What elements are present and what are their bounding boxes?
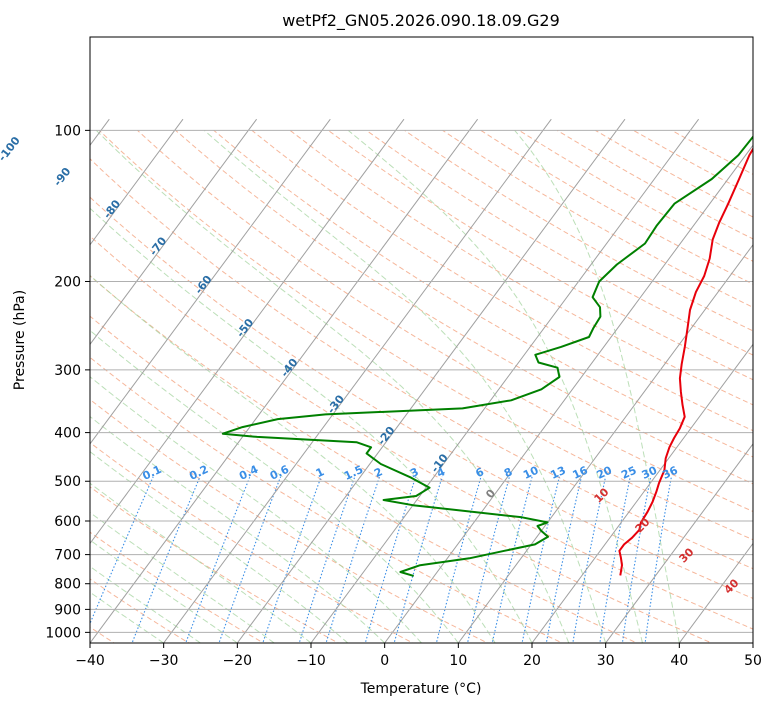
- y-tick-label: 800: [54, 577, 81, 593]
- y-tick-label: 400: [54, 426, 81, 442]
- moist-adiabat: [347, 130, 643, 643]
- mixing-ratio-label: 20: [595, 464, 615, 482]
- dry-adiabat: [251, 130, 753, 432]
- mixing-ratio-line: [218, 476, 282, 643]
- mixing-ratio-label: 13: [548, 464, 567, 482]
- mixing-ratio-line: [393, 476, 443, 643]
- isotherm: [605, 443, 753, 643]
- mixing-ratio-line: [185, 476, 251, 643]
- temperature-line: [618, 147, 753, 576]
- isotherm: [678, 542, 753, 643]
- dewpoint-line: [221, 135, 753, 577]
- mixing-ratio-line: [435, 476, 482, 643]
- x-tick-label: −10: [296, 653, 326, 669]
- x-tick-label: −20: [223, 653, 253, 669]
- moist-adiabat: [90, 274, 496, 643]
- moist-adiabat: [90, 376, 422, 643]
- mixing-ratio-line: [298, 476, 356, 643]
- y-tick-label: 100: [54, 123, 81, 139]
- mixing-ratio-label: 16: [570, 464, 590, 482]
- moist-adiabat: [90, 451, 349, 643]
- background-lines: [90, 118, 753, 643]
- x-tick-label: 40: [670, 653, 688, 669]
- isotherm: [457, 243, 753, 643]
- y-axis: 100 200 300 400 500 600 700 800 900 1000: [45, 123, 90, 641]
- x-axis-title: Temperature (°C): [360, 681, 482, 697]
- x-tick-label: −40: [75, 653, 105, 669]
- y-tick-label: 700: [54, 548, 81, 564]
- plot-frame: [89, 36, 754, 644]
- dry-adiabat: [90, 315, 639, 643]
- y-axis-title: Pressure (hPa): [12, 290, 28, 390]
- isotherm: [90, 118, 479, 643]
- isotherm: [90, 118, 184, 246]
- mixing-ratio-line: [131, 476, 201, 643]
- x-axis: −40 −30 −20 −10 0 10 20 30 40 50: [75, 643, 762, 669]
- x-tick-label: −30: [149, 653, 179, 669]
- mixing-ratio-line: [325, 476, 381, 643]
- isotherm: [310, 118, 700, 643]
- isotherm: [90, 118, 331, 445]
- moist-adiabat: [90, 207, 533, 643]
- isotherm: [236, 118, 626, 643]
- mixing-ratio-line: [90, 476, 154, 625]
- dry-adiabat: [90, 398, 489, 643]
- isotherm: [90, 118, 405, 545]
- mixing-ratio-line: [262, 476, 322, 643]
- dry-adiabat: [90, 196, 753, 600]
- x-tick-label: 0: [380, 653, 389, 669]
- y-tick-label: 600: [54, 514, 81, 530]
- x-tick-label: 10: [449, 653, 467, 669]
- moist-adiabat: [90, 329, 459, 643]
- x-tick-label: 50: [744, 653, 762, 669]
- moist-adiabat: [90, 415, 386, 643]
- dry-adiabat: [213, 130, 753, 458]
- isotherm: [163, 118, 552, 643]
- chart-title: wetPf2_GN05.2026.090.18.09.G29: [282, 11, 560, 31]
- isotherm: [752, 642, 753, 643]
- moist-adiabat: [95, 130, 570, 643]
- dry-adiabat: [98, 130, 753, 541]
- moist-adiabat: [203, 130, 607, 643]
- mixing-ratio-label: 25: [619, 464, 638, 482]
- isotherm: [531, 343, 753, 643]
- plot-background: [90, 37, 753, 643]
- y-tick-label: 500: [54, 474, 81, 490]
- x-tick-label: 20: [523, 653, 541, 669]
- dry-adiabat: [137, 130, 753, 512]
- isotherm: [384, 144, 753, 643]
- moist-adiabat: [90, 565, 201, 643]
- mixing-ratio-label: 10: [521, 464, 541, 482]
- isotherm-label: -90: [51, 165, 74, 189]
- y-tick-label: 900: [54, 602, 81, 618]
- dry-adiabat: [90, 158, 753, 570]
- y-tick-label: 300: [54, 363, 81, 379]
- moist-adiabat: [514, 130, 680, 643]
- y-tick-label: 1000: [45, 625, 81, 641]
- x-tick-label: 30: [597, 653, 615, 669]
- mixing-ratio-label: 30: [640, 464, 660, 482]
- isotherm-label: -100: [0, 134, 23, 164]
- moist-adiabat: [90, 591, 164, 643]
- mixing-ratio-label: 36: [660, 464, 680, 482]
- isotherm: [90, 118, 258, 346]
- y-tick-label: 200: [54, 274, 81, 290]
- dry-adiabat: [175, 130, 753, 485]
- mixing-ratio-line: [364, 476, 417, 643]
- profile-lines: [221, 135, 753, 577]
